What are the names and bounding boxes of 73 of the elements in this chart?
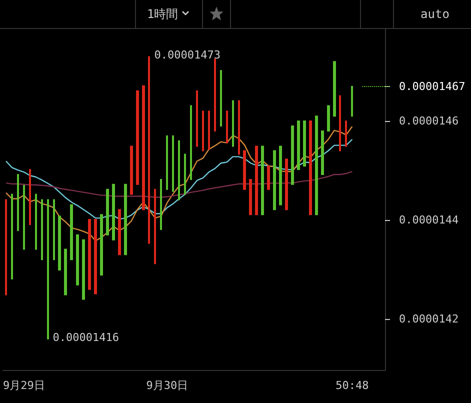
- candlestick: [64, 248, 67, 296]
- line-series: [5, 170, 353, 198]
- text: auto: [420, 7, 450, 21]
- x-tick-label: 50:48: [336, 379, 369, 392]
- candlestick: [136, 90, 139, 185]
- candlestick: [309, 120, 312, 216]
- candlestick: [339, 95, 341, 152]
- candlestick: [11, 194, 13, 280]
- candlestick: [35, 194, 37, 250]
- candlestick: [124, 184, 127, 256]
- candlestick: [243, 150, 246, 190]
- candlestick: [184, 154, 186, 195]
- candlestick: [172, 135, 174, 192]
- candlestick: [100, 214, 103, 276]
- candlestick: [154, 188, 156, 264]
- line-series: [5, 126, 353, 242]
- candlestick: [166, 135, 168, 190]
- candlestick: [285, 158, 288, 210]
- candlestick: [255, 146, 258, 216]
- candlestick: [321, 130, 324, 176]
- candlestick: [214, 58, 216, 132]
- candlestick: [279, 146, 282, 206]
- candlestick: [267, 166, 270, 190]
- candlestick: [94, 219, 97, 294]
- candlestick: [345, 120, 347, 147]
- candlestick: [190, 105, 192, 180]
- candlestick: [297, 120, 300, 170]
- candlestick: [70, 204, 73, 260]
- candlestick: [303, 120, 306, 167]
- x-tick-label: 9月30日: [146, 379, 188, 392]
- x-tick-label: 9月29日: [2, 379, 45, 392]
- candlestick: [220, 70, 222, 127]
- candlestick: [160, 178, 162, 230]
- candlestick: [76, 234, 79, 286]
- y-tick-label: 0.0000144: [399, 214, 459, 227]
- candlestick: [82, 239, 85, 300]
- candlestick: [196, 90, 198, 147]
- candlestick: [112, 184, 115, 240]
- text: 1時間: [147, 7, 178, 21]
- candlestick: [88, 219, 91, 290]
- candlestick: [5, 199, 7, 296]
- line-series: [5, 138, 353, 220]
- ref-line-label: 0.00001467: [399, 80, 466, 93]
- candlestick: [327, 105, 330, 132]
- candlestick: [148, 56, 150, 244]
- candlestick: [118, 209, 121, 256]
- candlestick: [315, 116, 318, 216]
- candlestick: [232, 100, 234, 147]
- annotation: 0.00001416: [52, 330, 120, 344]
- candlestick: [249, 178, 252, 216]
- candlestick: [261, 146, 264, 216]
- candlestick: [53, 199, 55, 260]
- candlestick: [29, 169, 31, 225]
- candlestick: [226, 110, 228, 144]
- candlestick: [238, 100, 240, 155]
- candlestick: [130, 146, 133, 195]
- candlestick: [47, 199, 49, 340]
- candlestick: [333, 61, 336, 117]
- annotation: 0.00001473: [154, 48, 220, 62]
- candlestick: [208, 110, 210, 150]
- candlestick: [273, 150, 276, 210]
- candlestick: [291, 126, 294, 185]
- candlestick: [142, 85, 145, 210]
- candlestick: [41, 199, 43, 260]
- candlestick: [202, 110, 204, 152]
- candlestick: [106, 188, 109, 236]
- candlestick: [58, 216, 61, 271]
- candlestick: [23, 184, 25, 250]
- candlestick: [351, 86, 353, 117]
- y-tick-label: 0.0000142: [399, 312, 459, 326]
- y-tick-label: 0.0000146: [399, 114, 459, 128]
- candlestick: [17, 174, 19, 231]
- candlestick: [178, 140, 180, 200]
